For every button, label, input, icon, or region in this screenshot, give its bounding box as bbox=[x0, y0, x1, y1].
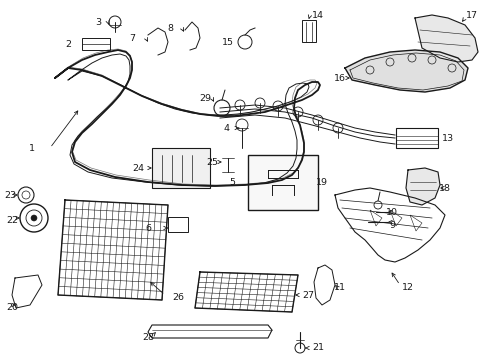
Text: 25: 25 bbox=[205, 158, 218, 166]
Bar bbox=[168, 217, 187, 232]
Text: 3: 3 bbox=[95, 18, 101, 27]
Text: 23: 23 bbox=[4, 190, 16, 199]
Text: 7: 7 bbox=[129, 33, 135, 42]
Text: 19: 19 bbox=[315, 177, 327, 186]
Text: 6: 6 bbox=[145, 224, 151, 233]
Text: 14: 14 bbox=[311, 10, 324, 19]
Text: 26: 26 bbox=[172, 293, 183, 302]
Text: 16: 16 bbox=[333, 73, 346, 82]
Polygon shape bbox=[345, 50, 467, 92]
Text: 24: 24 bbox=[132, 163, 143, 172]
Text: 8: 8 bbox=[167, 23, 173, 32]
Text: 12: 12 bbox=[401, 284, 413, 292]
Text: 9: 9 bbox=[388, 220, 394, 230]
Text: 27: 27 bbox=[302, 291, 313, 300]
Text: 2: 2 bbox=[65, 40, 71, 49]
Bar bbox=[247, 155, 317, 210]
Circle shape bbox=[31, 215, 37, 221]
Text: 1: 1 bbox=[29, 144, 35, 153]
Text: 5: 5 bbox=[228, 177, 235, 186]
Text: 11: 11 bbox=[333, 284, 346, 292]
Bar bbox=[395, 128, 437, 148]
Text: 4: 4 bbox=[223, 123, 228, 132]
Text: 17: 17 bbox=[465, 10, 477, 19]
Polygon shape bbox=[414, 15, 477, 62]
Text: 10: 10 bbox=[385, 207, 397, 216]
Text: 28: 28 bbox=[142, 333, 154, 342]
Text: 15: 15 bbox=[222, 37, 234, 46]
Bar bbox=[152, 148, 209, 188]
Text: 20: 20 bbox=[6, 303, 18, 312]
Text: 13: 13 bbox=[441, 134, 453, 143]
Text: 18: 18 bbox=[438, 184, 450, 193]
Text: 29: 29 bbox=[199, 94, 210, 103]
Bar bbox=[302, 20, 315, 42]
Text: 21: 21 bbox=[311, 343, 324, 352]
Polygon shape bbox=[405, 168, 439, 205]
Text: 22: 22 bbox=[6, 216, 18, 225]
Bar bbox=[82, 38, 110, 50]
